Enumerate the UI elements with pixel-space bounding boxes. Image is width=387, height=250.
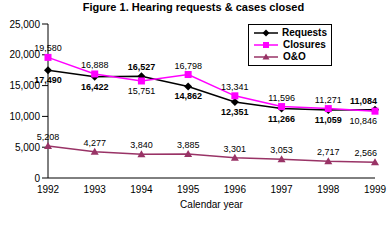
svg-text:20,000: 20,000 [9,49,40,61]
svg-text:2,717: 2,717 [317,147,340,157]
svg-text:Calendar year: Calendar year [180,199,243,210]
svg-text:25,000: 25,000 [9,19,40,30]
svg-text:1997: 1997 [270,184,293,195]
svg-text:1992: 1992 [37,184,60,195]
svg-text:10,000: 10,000 [9,111,40,122]
svg-text:1994: 1994 [130,184,153,195]
svg-text:1999: 1999 [364,184,379,195]
svg-text:14,862: 14,862 [174,91,202,101]
html-text:Requests: Requests [282,27,327,38]
svg-text:16,888: 16,888 [81,60,109,70]
svg-text:13,341: 13,341 [221,82,249,92]
svg-text:5,000: 5,000 [15,142,40,153]
svg-text:15,000: 15,000 [9,80,40,92]
svg-text:1995: 1995 [177,184,200,195]
svg-text:16,527: 16,527 [128,62,156,72]
svg-text:10,846: 10,846 [349,116,377,126]
svg-text:3,301: 3,301 [224,144,247,154]
svg-text:5,208: 5,208 [37,132,60,142]
svg-text:2,566: 2,566 [354,148,377,158]
svg-text:11,266: 11,266 [268,114,295,124]
html-text:Closures: Closures [283,39,326,50]
svg-text:3,885: 3,885 [177,140,200,150]
svg-text:11,596: 11,596 [268,93,295,103]
svg-text:12,351: 12,351 [221,107,249,117]
svg-text:3,840: 3,840 [130,140,153,150]
svg-text:11,059: 11,059 [315,115,342,125]
html-text:Figure 1. Hearing requests & c: Figure 1. Hearing requests & cases close… [82,1,305,13]
svg-text:0: 0 [34,173,40,184]
svg-text:17,490: 17,490 [34,75,62,85]
svg-text:3,053: 3,053 [270,145,293,155]
svg-text:16,422: 16,422 [81,82,109,92]
svg-text:16,798: 16,798 [174,61,202,71]
svg-text:15,751: 15,751 [128,86,156,96]
html-text:O&O: O&O [283,51,306,62]
svg-text:1998: 1998 [317,184,340,195]
svg-text:4,277: 4,277 [83,138,106,148]
svg-text:1996: 1996 [224,184,247,195]
svg-text:11,271: 11,271 [315,95,342,105]
svg-text:19,580: 19,580 [34,43,62,53]
svg-text:1993: 1993 [84,184,107,195]
svg-text:11,084: 11,084 [350,96,377,106]
